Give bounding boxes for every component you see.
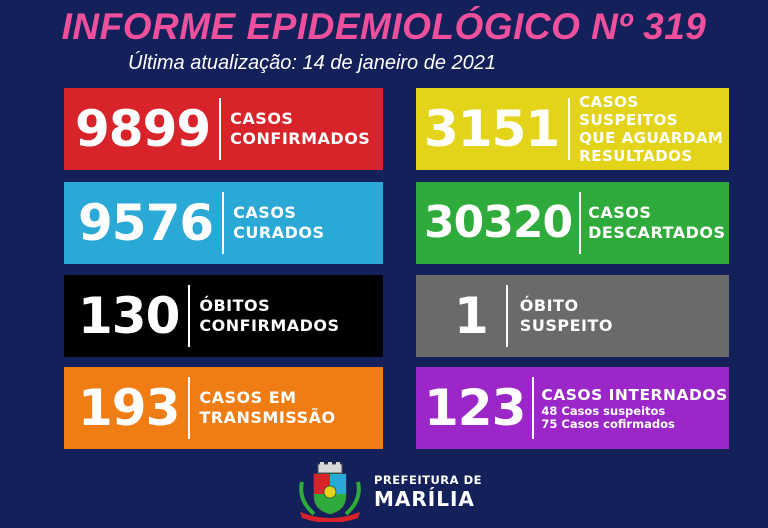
divider (188, 377, 191, 439)
discarded-value: 30320 (424, 197, 573, 248)
card-suspected-cases: 3151 CASOS SUSPEITOS QUE AGUARDAM RESULT… (416, 88, 729, 170)
footer-line2: MARÍLIA (374, 487, 475, 511)
cured-value: 9576 (78, 194, 214, 252)
page-title: INFORME EPIDEMIOLÓGICO Nº 319 (61, 6, 707, 47)
suspected-death-value: 1 (454, 287, 489, 345)
card-suspected-death: 1 ÓBITO SUSPEITO (416, 275, 729, 357)
confirmed-value: 9899 (75, 100, 211, 158)
card-confirmed-cases: 9899 CASOS CONFIRMADOS (64, 88, 383, 170)
card-hospitalized: 123 CASOS INTERNADOS 48 Casos suspeitos … (416, 367, 729, 449)
hospitalized-value: 123 (424, 379, 526, 437)
transmission-label: CASOS EM TRANSMISSÃO (199, 388, 336, 427)
divider (188, 285, 191, 347)
card-cured-cases: 9576 CASOS CURADOS (64, 182, 383, 264)
divider (505, 285, 508, 347)
suspected-value: 3151 (424, 100, 560, 158)
divider (568, 98, 571, 160)
deaths-value: 130 (78, 287, 180, 345)
last-update: Última atualização: 14 de janeiro de 202… (128, 52, 497, 74)
discarded-label: CASOS DESCARTADOS (588, 203, 726, 242)
confirmed-label: CASOS CONFIRMADOS (230, 109, 371, 148)
hospitalized-label: CASOS INTERNADOS 48 Casos suspeitos 75 C… (541, 386, 728, 431)
card-deaths: 130 ÓBITOS CONFIRMADOS (64, 275, 383, 357)
city-coat-of-arms-icon (299, 462, 361, 522)
divider (222, 192, 225, 254)
cured-label: CASOS CURADOS (233, 203, 325, 242)
divider (532, 377, 535, 439)
card-discarded-cases: 30320 CASOS DESCARTADOS (416, 182, 729, 264)
suspected-death-label: ÓBITO SUSPEITO (519, 296, 613, 335)
divider (219, 98, 222, 160)
divider (579, 192, 582, 254)
card-transmission: 193 CASOS EM TRANSMISSÃO (64, 367, 383, 449)
suspected-label: CASOS SUSPEITOS QUE AGUARDAM RESULTADOS (579, 93, 724, 165)
footer-branding: PREFEITURA DE MARÍLIA (296, 462, 482, 522)
footer-line1: PREFEITURA DE (374, 473, 482, 487)
transmission-value: 193 (78, 379, 180, 437)
deaths-label: ÓBITOS CONFIRMADOS (199, 296, 340, 335)
